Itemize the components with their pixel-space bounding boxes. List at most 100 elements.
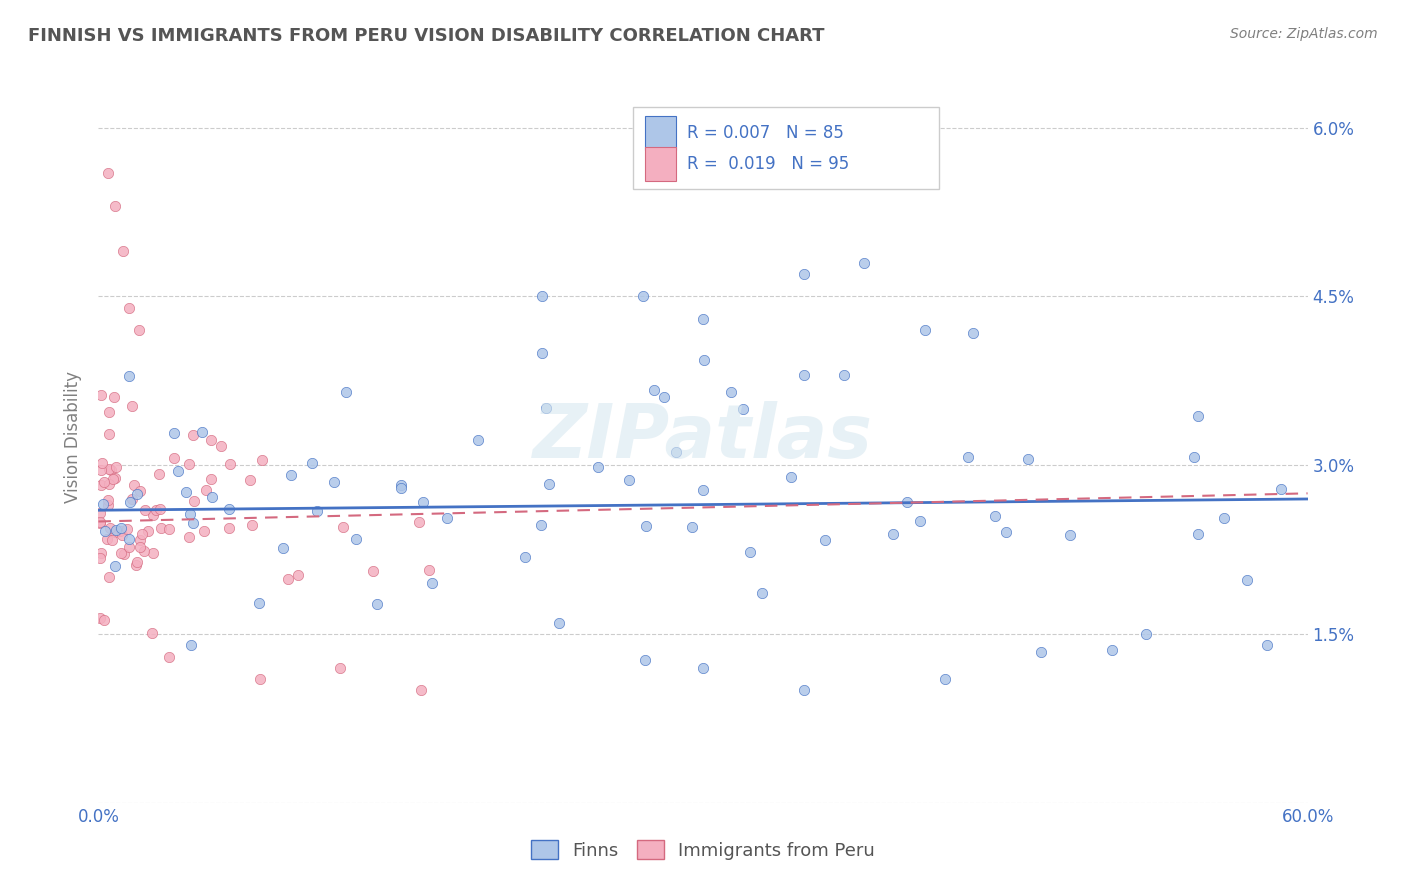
Point — [142, 546, 165, 560]
Point — [118, 533, 141, 547]
Point — [389, 477, 412, 491]
Point — [132, 543, 155, 558]
Point — [692, 483, 714, 498]
Point — [136, 524, 159, 539]
Point — [127, 556, 149, 570]
Point — [1270, 482, 1292, 496]
Point — [89, 507, 111, 521]
Point — [129, 483, 152, 498]
Point — [530, 289, 553, 303]
Point — [335, 384, 357, 399]
Point — [103, 471, 125, 485]
Point — [219, 457, 242, 471]
Point — [97, 492, 120, 507]
Point — [200, 433, 222, 447]
Point — [218, 521, 240, 535]
Point — [104, 524, 127, 539]
Point — [239, 473, 262, 487]
Point — [983, 509, 1005, 524]
Point — [118, 540, 141, 554]
Point — [179, 507, 201, 521]
Text: FINNISH VS IMMIGRANTS FROM PERU VISION DISABILITY CORRELATION CHART: FINNISH VS IMMIGRANTS FROM PERU VISION D… — [28, 27, 825, 45]
Point — [652, 390, 675, 404]
Point — [366, 597, 388, 611]
Point — [634, 653, 657, 667]
Point — [97, 166, 120, 180]
Text: Source: ZipAtlas.com: Source: ZipAtlas.com — [1230, 27, 1378, 41]
Point — [681, 520, 703, 534]
Point — [200, 490, 222, 504]
Point — [332, 520, 354, 534]
Point — [179, 458, 201, 472]
Point — [128, 323, 150, 337]
Point — [1017, 451, 1039, 466]
Text: ZIPatlas: ZIPatlas — [533, 401, 873, 474]
Point — [181, 428, 204, 442]
Point — [112, 547, 135, 561]
Point — [329, 661, 352, 675]
Point — [89, 515, 111, 529]
Point — [142, 508, 165, 522]
Point — [617, 473, 640, 487]
Y-axis label: Vision Disability: Vision Disability — [65, 371, 83, 503]
Point — [177, 530, 200, 544]
Point — [813, 533, 835, 548]
Point — [1187, 409, 1209, 424]
Point — [389, 481, 412, 495]
Point — [218, 502, 240, 516]
Point — [1256, 638, 1278, 652]
Point — [120, 495, 142, 509]
Point — [148, 467, 170, 482]
Point — [994, 525, 1017, 540]
Point — [631, 289, 654, 303]
Point — [738, 544, 761, 558]
Point — [665, 445, 688, 459]
Point — [751, 586, 773, 600]
Point — [145, 502, 167, 516]
Point — [101, 533, 124, 547]
Point — [118, 301, 141, 315]
Point — [128, 540, 150, 554]
Point — [305, 504, 328, 518]
Text: R =  0.019   N = 95: R = 0.019 N = 95 — [688, 154, 849, 172]
Point — [832, 368, 855, 383]
Point — [157, 522, 180, 536]
Point — [209, 439, 232, 453]
Point — [89, 551, 111, 566]
Point — [793, 368, 815, 383]
Point — [467, 433, 489, 447]
Point — [250, 453, 273, 467]
Point — [97, 477, 120, 491]
Point — [96, 532, 118, 546]
Point — [692, 661, 714, 675]
Point — [150, 521, 173, 535]
Point — [110, 524, 132, 538]
Point — [436, 510, 458, 524]
Point — [193, 524, 215, 539]
Point — [195, 483, 218, 497]
Point — [94, 524, 117, 538]
Point — [111, 528, 134, 542]
Point — [121, 399, 143, 413]
Point — [134, 503, 156, 517]
Point — [280, 468, 302, 483]
Point — [128, 533, 150, 547]
Point — [934, 672, 956, 686]
Point — [793, 683, 815, 698]
Point — [103, 390, 125, 404]
Text: R = 0.007   N = 85: R = 0.007 N = 85 — [688, 124, 844, 142]
Point — [104, 558, 127, 573]
Point — [162, 451, 184, 466]
Point — [1213, 511, 1236, 525]
Point — [412, 495, 434, 509]
Point — [117, 522, 139, 536]
Point — [693, 352, 716, 367]
Point — [200, 472, 222, 486]
Point — [634, 518, 657, 533]
Point — [157, 649, 180, 664]
Point — [110, 521, 132, 535]
Point — [180, 638, 202, 652]
Point — [97, 498, 120, 512]
Point — [515, 549, 537, 564]
Point — [914, 323, 936, 337]
